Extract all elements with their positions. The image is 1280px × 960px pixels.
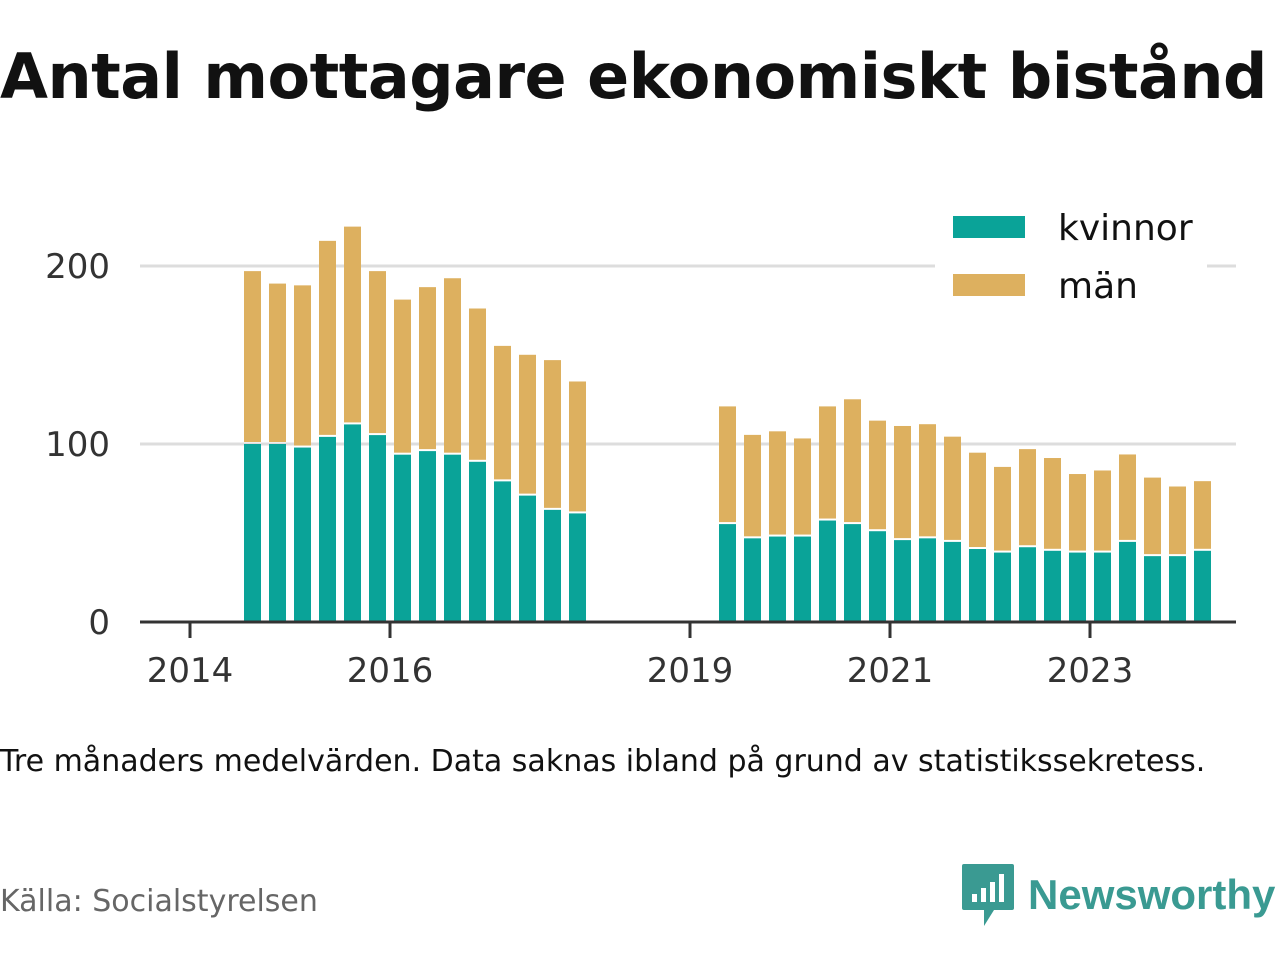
bar-man (719, 406, 736, 523)
bar-man (294, 285, 311, 446)
bar-man (794, 438, 811, 535)
bar-kvinnor (969, 549, 986, 622)
bar-man (1094, 470, 1111, 551)
bar-kvinnor (569, 513, 586, 622)
bar-kvinnor (469, 461, 486, 622)
bar-man (369, 271, 386, 434)
bar-kvinnor (869, 531, 886, 622)
bar-man (844, 399, 861, 523)
bar-kvinnor (1144, 556, 1161, 622)
bar-man (969, 452, 986, 548)
bar-chart: 0 100 200 2014 2016 2019 2021 2023 kvinnor män (45, 205, 1236, 691)
x-tick-label: 2023 (1047, 651, 1134, 691)
chart-title: Antal mottagare ekonomiskt bistånd (0, 40, 1267, 113)
bar-kvinnor (369, 435, 386, 622)
bars (244, 226, 1211, 622)
bar-kvinnor (719, 524, 736, 622)
bar-kvinnor (819, 520, 836, 622)
bar-man (444, 278, 461, 453)
bar-kvinnor (344, 424, 361, 622)
bar-kvinnor (894, 540, 911, 622)
bar-kvinnor (319, 436, 336, 622)
legend: kvinnor män (935, 205, 1207, 313)
chart-note: Tre månaders medelvärden. Data saknas ib… (0, 744, 1206, 779)
x-tick-label: 2019 (647, 651, 734, 691)
bar-kvinnor (994, 552, 1011, 622)
bar-kvinnor (244, 444, 261, 622)
bar-kvinnor (394, 454, 411, 622)
bar-kvinnor (1094, 552, 1111, 622)
bar-man (494, 345, 511, 480)
bar-kvinnor (1194, 550, 1211, 622)
bar-kvinnor (944, 541, 961, 622)
bar-kvinnor (1044, 550, 1061, 622)
bar-man (319, 240, 336, 435)
bar-kvinnor (494, 481, 511, 622)
bar-kvinnor (919, 538, 936, 622)
bar-man (919, 424, 936, 537)
x-tick-label: 2014 (147, 651, 234, 691)
y-tick-label: 100 (45, 425, 110, 465)
x-tick-label: 2016 (347, 651, 434, 691)
bar-kvinnor (1169, 556, 1186, 622)
newsworthy-logo-icon (962, 864, 1014, 926)
bar-man (394, 299, 411, 453)
bar-kvinnor (1069, 552, 1086, 622)
bar-man (944, 436, 961, 540)
bar-man (519, 354, 536, 494)
brand-logo[interactable]: Newsworthy (962, 860, 1275, 930)
bar-man (269, 283, 286, 442)
bar-man (1119, 454, 1136, 540)
y-tick-label: 0 (88, 603, 110, 643)
bar-man (544, 360, 561, 508)
bar-kvinnor (519, 495, 536, 622)
bar-kvinnor (769, 536, 786, 622)
axes: 0 100 200 2014 2016 2019 2021 2023 (45, 247, 1236, 691)
bar-man (894, 425, 911, 539)
bar-kvinnor (794, 536, 811, 622)
bar-man (244, 271, 261, 442)
bar-kvinnor (1119, 541, 1136, 622)
bar-kvinnor (1019, 547, 1036, 622)
bar-kvinnor (294, 447, 311, 622)
bar-man (769, 431, 786, 535)
bar-kvinnor (544, 509, 561, 622)
legend-label-kvinnor: kvinnor (1058, 208, 1193, 249)
bar-kvinnor (744, 538, 761, 622)
legend-swatch-man (953, 274, 1025, 296)
bar-man (1144, 477, 1161, 555)
y-tick-label: 200 (45, 247, 110, 287)
bar-kvinnor (419, 451, 436, 622)
bar-man (1044, 458, 1061, 549)
bar-man (569, 381, 586, 512)
x-tick-label: 2021 (847, 651, 934, 691)
bar-man (1069, 474, 1086, 551)
bar-kvinnor (444, 454, 461, 622)
bar-kvinnor (844, 524, 861, 622)
legend-swatch-kvinnor (953, 216, 1025, 238)
bar-man (419, 287, 436, 450)
bar-man (744, 434, 761, 537)
bar-man (1194, 481, 1211, 549)
source-text: Källa: Socialstyrelsen (0, 884, 318, 919)
bar-man (1169, 486, 1186, 555)
bar-man (344, 226, 361, 423)
bar-man (1019, 449, 1036, 546)
bar-man (869, 420, 886, 530)
bar-man (469, 308, 486, 460)
bar-man (819, 406, 836, 519)
bar-man (994, 466, 1011, 551)
legend-label-man: män (1058, 266, 1138, 307)
brand-name: Newsworthy (1028, 871, 1276, 918)
bar-kvinnor (269, 444, 286, 622)
